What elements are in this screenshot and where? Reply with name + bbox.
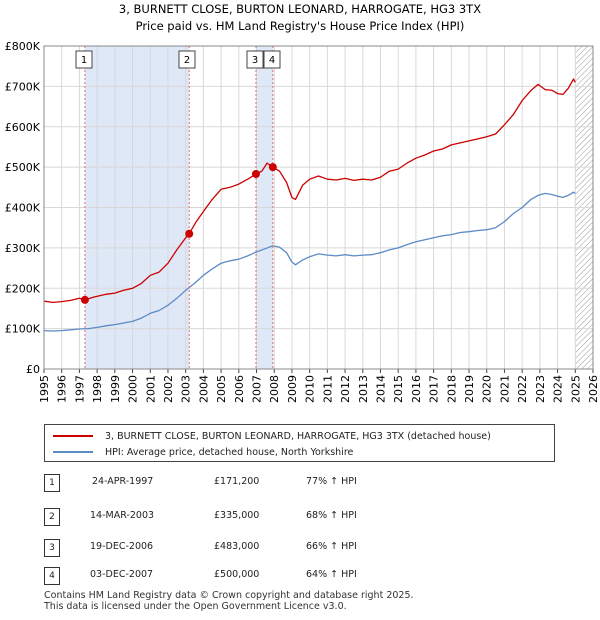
legend: 3, BURNETT CLOSE, BURTON LEONARD, HARROG… [44, 424, 555, 462]
sale-point [251, 169, 260, 178]
y-tick-label: £400K [5, 202, 41, 215]
x-tick-label: 2009 [286, 375, 299, 403]
x-tick-label: 2015 [392, 375, 405, 403]
x-tick-label: 2023 [534, 375, 547, 403]
sale-row: 3 19-DEC-2006 £483,000 66% ↑ HPI [44, 539, 584, 559]
sale-hpi: 68% ↑ HPI [306, 510, 357, 521]
legend-label-property: 3, BURNETT CLOSE, BURTON LEONARD, HARROG… [105, 430, 491, 442]
sale-point [185, 229, 194, 238]
x-tick-label: 2012 [339, 375, 352, 403]
x-tick-label: 2007 [251, 375, 264, 403]
footer-licence: This data is licensed under the Open Gov… [44, 601, 347, 612]
sale-hpi: 64% ↑ HPI [306, 569, 357, 580]
y-tick-label: £0 [26, 363, 40, 376]
y-tick-label: £500K [5, 161, 41, 174]
sale-date: 03-DEC-2007 [90, 569, 154, 580]
sale-label-number: 3 [252, 55, 258, 66]
sale-date: 24-APR-1997 [92, 476, 154, 487]
sale-label-number: 1 [81, 55, 87, 66]
chart-title: 3, BURNETT CLOSE, BURTON LEONARD, HARROG… [119, 2, 481, 16]
sale-row: 4 03-DEC-2007 £500,000 64% ↑ HPI [44, 567, 584, 587]
sale-price: £483,000 [214, 541, 260, 552]
x-tick-label: 2025 [569, 375, 582, 403]
x-tick-label: 1998 [91, 375, 104, 403]
x-tick-label: 2008 [268, 375, 281, 403]
x-tick-label: 2006 [233, 375, 246, 403]
sale-label-box [246, 50, 264, 69]
legend-swatch-hpi [53, 451, 93, 453]
sale-point [268, 163, 277, 172]
x-tick-label: 2020 [481, 375, 494, 403]
sale-date: 19-DEC-2006 [90, 541, 154, 552]
sale-label-box [75, 50, 93, 69]
sale-label-box [263, 50, 281, 69]
sale-label-number: 2 [184, 55, 190, 66]
series-line-property [44, 78, 576, 304]
footer-copyright: Contains HM Land Registry data © Crown c… [44, 590, 414, 601]
sale-number: 1 [44, 474, 60, 492]
x-tick-label: 1996 [56, 375, 69, 403]
x-tick-label: 2026 [587, 375, 600, 403]
sale-point [80, 295, 89, 304]
x-tick-label: 2013 [357, 375, 370, 403]
series-line-hpi [44, 191, 576, 332]
x-tick-label: 2010 [304, 375, 317, 403]
legend-label-hpi: HPI: Average price, detached house, Nort… [105, 446, 354, 458]
sale-price: £171,200 [214, 476, 260, 487]
y-tick-label: £100K [5, 323, 41, 336]
x-tick-label: 2018 [445, 375, 458, 403]
sale-hpi: 66% ↑ HPI [306, 541, 357, 552]
price-chart: 3, BURNETT CLOSE, BURTON LEONARD, HARROG… [5, 2, 600, 403]
sale-label-box [178, 50, 196, 69]
y-tick-label: £800K [5, 40, 41, 53]
sale-date: 14-MAR-2003 [90, 510, 155, 521]
sale-label-number: 4 [269, 55, 275, 66]
y-tick-label: £300K [5, 242, 41, 255]
x-tick-label: 1997 [73, 375, 86, 403]
x-tick-label: 2017 [428, 375, 441, 403]
y-tick-label: £600K [5, 121, 41, 134]
x-tick-label: 2005 [215, 375, 228, 403]
sale-number: 2 [44, 508, 60, 526]
x-tick-label: 1999 [109, 375, 122, 403]
x-tick-label: 2022 [516, 375, 529, 403]
x-tick-label: 2000 [127, 375, 140, 403]
sale-number: 3 [44, 539, 60, 557]
sale-price: £500,000 [214, 569, 260, 580]
legend-item-property: 3, BURNETT CLOSE, BURTON LEONARD, HARROG… [53, 428, 491, 444]
x-tick-label: 2014 [374, 375, 387, 403]
x-tick-label: 2019 [463, 375, 476, 403]
x-tick-label: 2003 [180, 375, 193, 403]
sale-row: 2 14-MAR-2003 £335,000 68% ↑ HPI [44, 508, 584, 528]
sale-row: 1 24-APR-1997 £171,200 77% ↑ HPI [44, 474, 584, 494]
x-tick-label: 2024 [552, 375, 565, 403]
chart-subtitle: Price paid vs. HM Land Registry's House … [136, 19, 465, 33]
legend-swatch-property [53, 435, 93, 437]
sale-number: 4 [44, 567, 60, 585]
plot-border [43, 45, 594, 370]
x-tick-label: 2011 [321, 375, 334, 403]
y-tick-label: £200K [5, 282, 41, 295]
x-tick-label: 2004 [197, 375, 210, 403]
sale-hpi: 77% ↑ HPI [306, 476, 357, 487]
x-tick-label: 1995 [38, 375, 51, 403]
x-tick-label: 2021 [498, 375, 511, 403]
x-tick-label: 2016 [410, 375, 423, 403]
x-tick-label: 2002 [162, 375, 175, 403]
legend-item-hpi: HPI: Average price, detached house, Nort… [53, 444, 353, 460]
x-tick-label: 2001 [144, 375, 157, 403]
footer: Contains HM Land Registry data © Crown c… [44, 590, 414, 612]
sale-price: £335,000 [214, 510, 260, 521]
y-tick-label: £700K [5, 80, 41, 93]
